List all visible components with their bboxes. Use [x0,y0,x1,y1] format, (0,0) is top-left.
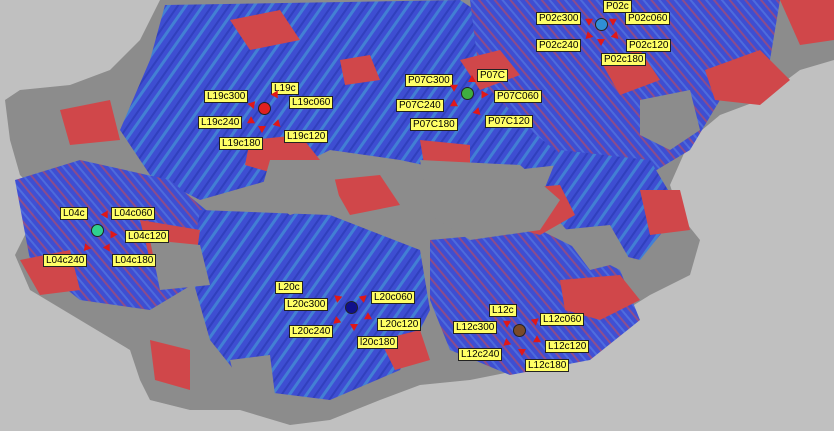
site-label-p07c: P07C [477,69,509,82]
sector-label-l20c300: L20c300 [284,298,329,311]
sector-label-p02c060: P02c060 [625,12,671,25]
site-label-l12c: L12c [489,304,517,317]
sector-label-p02c240: P02c240 [536,39,582,52]
site-marker-p02c[interactable] [595,18,608,31]
site-marker-l19c[interactable] [258,102,271,115]
sector-label-l12c120: L12c120 [545,340,590,353]
sector-label-p02c120: P02c120 [626,39,672,52]
site-marker-p07c[interactable] [461,87,474,100]
site-marker-l12c[interactable] [513,324,526,337]
sector-label-l04c120: L04c120 [125,230,170,243]
sector-label-p02c180: P02c180 [601,53,647,66]
sector-label-l04c240: L04c240 [43,254,88,267]
site-label-l20c: L20c [275,281,303,294]
sector-label-p07c240: P07C240 [396,99,444,112]
sector-arrow-icon [258,126,266,133]
no-coverage-areas [15,90,700,400]
sector-label-l04c180: L04c180 [112,254,157,267]
sector-label-l04c060: L04c060 [111,207,156,220]
sector-arrow-icon [468,75,476,82]
sector-arrow-icon [481,90,489,99]
sector-label-p02c300: P02c300 [536,12,582,25]
sector-arrow-icon [518,349,526,356]
site-label-p02c: P02c [603,0,632,13]
sector-label-p07c300: P07C300 [405,74,453,87]
sector-label-l19c120: L19c120 [284,130,329,143]
sector-label-l20c240: L20c240 [289,325,334,338]
sector-arrow-icon [597,39,605,46]
sector-arrow-icon [246,99,256,110]
sector-label-p07c180: P07C180 [410,118,458,131]
sector-label-l12c180: L12c180 [525,359,570,372]
sector-label-l19c300: L19c300 [204,90,249,103]
sector-label-l12c060: L12c060 [540,313,585,326]
sector-arrow-icon [110,230,118,239]
sector-label-l20c060: L20c060 [371,291,416,304]
sector-label-l19c240: L19c240 [198,116,243,129]
sector-label-l19c180: L19c180 [219,137,264,150]
sector-arrow-icon [350,324,358,331]
site-label-l04c: L04c [60,207,88,220]
site-marker-l20c[interactable] [345,301,358,314]
sector-label-l19c060: L19c060 [289,96,334,109]
sector-label-p07c060: P07C060 [494,90,542,103]
sector-label-p07c120: P07C120 [485,115,533,128]
sector-label-l12c240: L12c240 [458,348,503,361]
site-marker-l04c[interactable] [91,224,104,237]
sector-label-l20c180: l20c180 [357,336,399,349]
sector-label-l20c120: L20c120 [377,318,422,331]
site-label-l19c: L19c [271,82,299,95]
sector-label-l12c300: L12c300 [453,321,498,334]
